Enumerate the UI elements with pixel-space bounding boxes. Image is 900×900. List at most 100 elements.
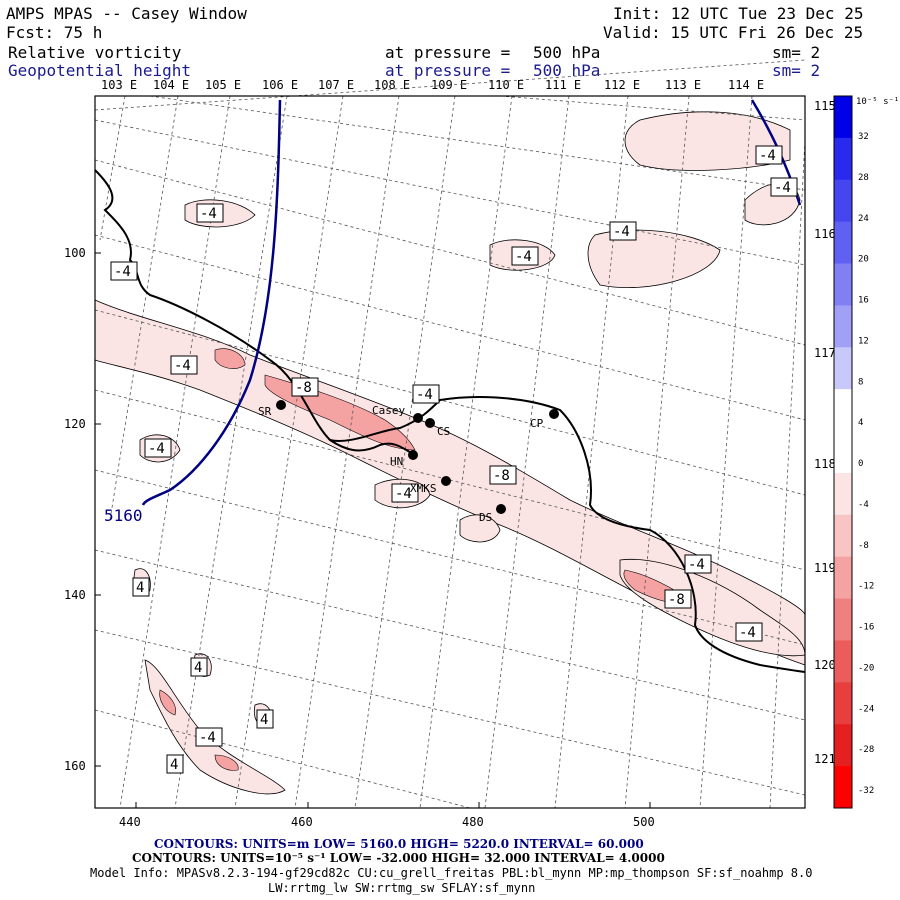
y-tick-marks bbox=[95, 252, 101, 767]
colorbar-label: -4 bbox=[858, 500, 869, 510]
forecast-hour: Fcst: 75 h bbox=[6, 23, 103, 42]
y-tick: 160 bbox=[64, 759, 86, 773]
y-tick: 140 bbox=[64, 588, 86, 602]
lon-label: 112 E bbox=[604, 78, 640, 92]
map-frame bbox=[94, 95, 806, 809]
stations: SR Casey CS CP HN XMKS DS bbox=[258, 400, 559, 524]
field2-name: Geopotential height bbox=[8, 61, 192, 80]
footer-model-info: Model Info: MPASv8.2.3-194-gf29cd82c CU:… bbox=[90, 866, 813, 880]
contour-label: 4 bbox=[260, 712, 268, 728]
colorbar-label: -8 bbox=[858, 541, 869, 551]
station-marker-casey bbox=[413, 413, 423, 423]
contour-label: -4 bbox=[114, 264, 131, 280]
contour-label: -4 bbox=[200, 206, 217, 222]
contour-label: -8 bbox=[493, 468, 510, 484]
contour-label: -4 bbox=[395, 486, 412, 502]
colorbar-swatch bbox=[834, 598, 852, 641]
y-tick: 120 bbox=[64, 417, 86, 431]
contour-label: -4 bbox=[199, 730, 216, 746]
colorbar-swatch bbox=[834, 305, 852, 348]
colorbar-label: -28 bbox=[858, 745, 874, 755]
lon-label: 106 E bbox=[262, 78, 298, 92]
lon-label: 113 E bbox=[665, 78, 701, 92]
colorbar-swatch bbox=[834, 472, 852, 516]
lon-label: 111 E bbox=[545, 78, 581, 92]
station-label-casey: Casey bbox=[372, 404, 405, 417]
contour-label: -8 bbox=[668, 592, 685, 608]
station-marker-sr bbox=[276, 400, 286, 410]
colorbar-label: 32 bbox=[858, 132, 869, 142]
colorbar-swatch bbox=[834, 96, 852, 139]
station-label-sr: SR bbox=[258, 405, 272, 418]
colorbar-label: -12 bbox=[858, 582, 874, 592]
field2-pressure: 500 hPa bbox=[533, 61, 601, 80]
station-marker-ds bbox=[496, 504, 506, 514]
contour-label: -4 bbox=[174, 358, 191, 374]
contour-label: 4 bbox=[194, 660, 202, 676]
colorbar-label: 20 bbox=[858, 255, 869, 265]
colorbar-swatch bbox=[834, 263, 852, 306]
colorbar: 32 28 24 20 16 12 8 4 0 -4 -8 -12 -16 -20 -24 -28 -32 10… bbox=[833, 95, 899, 809]
colorbar-swatch bbox=[834, 724, 852, 767]
x-tick: 460 bbox=[291, 815, 313, 829]
footer-physics: LW:rrtmg_lw SW:rrtmg_sw SFLAY:sf_mynn bbox=[268, 881, 536, 895]
station-marker-cp bbox=[549, 409, 559, 419]
lon-label: 103 E bbox=[101, 78, 137, 92]
contour-label: -4 bbox=[688, 557, 705, 573]
colorbar-swatch bbox=[834, 347, 852, 390]
colorbar-label: 24 bbox=[858, 214, 869, 224]
colorbar-label: -16 bbox=[858, 623, 874, 633]
colorbar-swatch bbox=[834, 556, 852, 600]
colorbar-label: 4 bbox=[858, 418, 863, 428]
contour-label: -4 bbox=[739, 625, 756, 641]
colorbar-label: 28 bbox=[858, 173, 869, 183]
top-longitude-labels: 103 E 104 E 105 E 106 E 107 E 108 E 109 … bbox=[101, 78, 764, 92]
field1-pressure: 500 hPa bbox=[533, 43, 601, 62]
field2-smooth: sm= 2 bbox=[772, 61, 821, 80]
field1-smooth: sm= 2 bbox=[772, 43, 821, 62]
station-label-hn: HN bbox=[390, 455, 403, 468]
lon-label: 114 E bbox=[728, 78, 764, 92]
colorbar-label: 16 bbox=[858, 296, 869, 306]
y-tick: 100 bbox=[64, 246, 86, 260]
lon-label: 108 E bbox=[374, 78, 410, 92]
colorbar-swatch bbox=[834, 431, 852, 474]
station-label-xmks: XMKS bbox=[410, 482, 437, 495]
lon-label: 107 E bbox=[318, 78, 354, 92]
valid-time: Valid: 15 UTC Fri 26 Dec 25 bbox=[603, 23, 864, 42]
height-contour-label: 5160 bbox=[104, 506, 143, 525]
graticule-lon bbox=[99, 95, 806, 809]
x-tick: 480 bbox=[462, 815, 484, 829]
contour-label: -8 bbox=[295, 380, 312, 396]
contour-label: -4 bbox=[774, 180, 791, 196]
field2-pressure-label: at pressure = bbox=[385, 61, 511, 80]
contour-labels: -4 -4 -4 -4 -4 -4 -4 -4 -8 -4 -8 -4 -4 -… bbox=[110, 145, 798, 774]
field1-pressure-label: at pressure = bbox=[385, 43, 511, 62]
colorbar-swatch bbox=[834, 682, 852, 725]
colorbar-swatch bbox=[834, 137, 852, 181]
station-label-cs: CS bbox=[437, 425, 450, 438]
colorbar-label: 0 bbox=[858, 459, 863, 469]
station-marker-xmks bbox=[441, 476, 451, 486]
station-marker-cs bbox=[425, 418, 435, 428]
colorbar-swatch bbox=[834, 640, 852, 683]
contour-label: 4 bbox=[170, 757, 178, 773]
station-label-cp: CP bbox=[530, 417, 544, 430]
field1-name: Relative vorticity bbox=[8, 43, 182, 62]
colorbar-label: -20 bbox=[858, 663, 874, 673]
colorbar-label: 8 bbox=[858, 377, 863, 387]
station-label-ds: DS bbox=[479, 511, 492, 524]
coastline bbox=[94, 169, 806, 673]
height-contour bbox=[141, 99, 282, 506]
x-tick: 500 bbox=[633, 815, 655, 829]
footer-vorticity-contours: CONTOURS: UNITS=10⁻⁵ s⁻¹ LOW= -32.000 HI… bbox=[132, 851, 665, 865]
contour-label: -4 bbox=[148, 441, 165, 457]
contour-label: -4 bbox=[515, 249, 532, 265]
contour-label: -4 bbox=[416, 387, 433, 403]
colorbar-swatch bbox=[834, 179, 852, 223]
init-time: Init: 12 UTC Tue 23 Dec 25 bbox=[613, 4, 864, 23]
contour-label: -4 bbox=[613, 224, 630, 240]
colorbar-label: 12 bbox=[858, 336, 869, 346]
colorbar-swatch bbox=[834, 766, 852, 809]
